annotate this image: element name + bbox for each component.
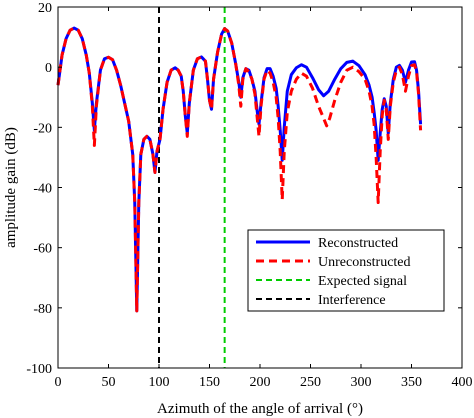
series-line-unreconstructed [56, 26, 423, 313]
x-tick-label: 400 [452, 375, 473, 390]
x-tick-label: 250 [300, 375, 321, 390]
y-tick-label: -60 [33, 242, 52, 257]
x-tick-label: 200 [250, 375, 271, 390]
x-tick-label: 100 [149, 375, 170, 390]
x-axis-title: Azimuth of the angle of arrival (°) [157, 401, 363, 417]
y-tick-label: 20 [38, 1, 52, 16]
legend-label: Interference [318, 293, 386, 308]
legend-label: Expected signal [318, 274, 407, 289]
y-tick-label: 0 [45, 61, 52, 76]
y-tick-label: -40 [33, 182, 52, 197]
y-axis-title: amplitude gain (dB) [3, 127, 19, 248]
x-tick-label: 300 [351, 375, 372, 390]
x-tick-label: 350 [401, 375, 422, 390]
x-tick-label: 150 [199, 375, 220, 390]
ticks-layer: 0 50 100 150 200 250 300 350 400200-20-40-60-80-… [26, 1, 472, 390]
y-tick-label: -20 [33, 121, 52, 136]
plot-area [58, 7, 462, 368]
x-tick-label: 50 [102, 375, 116, 390]
legend: Reconstructed Unreconstructed Expected sig… [247, 229, 445, 312]
y-tick-label: -100 [26, 362, 52, 377]
x-tick-label: 0 [55, 375, 62, 390]
series-layer [56, 7, 423, 368]
legend-label: Unreconstructed [318, 255, 411, 270]
y-tick-label: -80 [33, 302, 52, 317]
legend-label: Reconstructed [318, 236, 398, 251]
